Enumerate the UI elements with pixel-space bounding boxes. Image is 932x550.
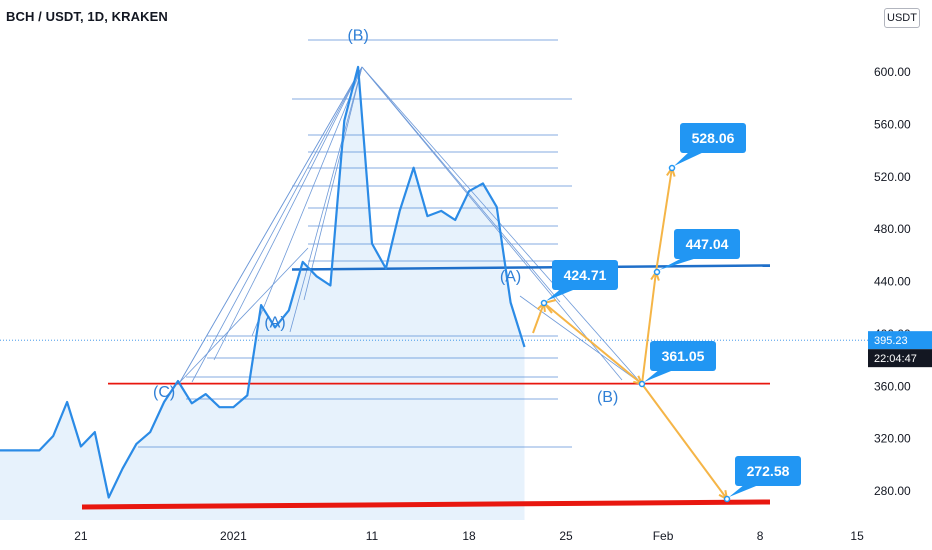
label-anchor-dot <box>668 164 676 172</box>
x-tick-label: 15 <box>850 529 864 543</box>
projection-arrow <box>655 167 673 273</box>
projection-arrow <box>532 302 545 334</box>
label-anchor-dot <box>540 299 548 307</box>
countdown-tag <box>868 349 932 368</box>
chart-title: BCH / USDT, 1D, KRAKEN <box>6 9 168 24</box>
label-box <box>650 341 716 371</box>
y-tick-label: 360.00 <box>874 379 911 393</box>
price-area-fill <box>0 66 525 520</box>
y-tick-label: 520.00 <box>874 170 911 184</box>
label-box <box>680 123 746 153</box>
fan-line <box>179 66 363 383</box>
label-value: 424.71 <box>564 267 607 283</box>
label-pointer <box>659 257 700 270</box>
countdown-value: 22:04:47 <box>874 353 917 365</box>
fan-line <box>213 66 363 361</box>
projection-arrow <box>641 383 728 500</box>
fan-line <box>361 66 641 383</box>
label-value: 361.05 <box>662 348 705 364</box>
wave-label: (C) <box>153 384 175 401</box>
wave-label: (B) <box>347 28 368 45</box>
long-term-support-line[interactable] <box>81 499 771 510</box>
y-tick-label: 280.00 <box>874 484 911 498</box>
fan-line <box>251 66 363 337</box>
price-label-272-58[interactable]: 272.58 <box>723 456 802 503</box>
resistance-line[interactable] <box>291 264 771 271</box>
price-line[interactable] <box>0 65 526 499</box>
y-tick-label: 560.00 <box>874 117 911 131</box>
x-tick-label: 11 <box>366 529 379 543</box>
projection-arrow <box>641 271 657 385</box>
y-tick-label: 480.00 <box>874 222 911 236</box>
wave-label: (B) <box>597 389 618 406</box>
label-pointer <box>546 288 578 301</box>
label-pointer <box>729 484 761 497</box>
label-box <box>735 456 801 486</box>
fan-line <box>289 66 363 333</box>
label-value: 447.04 <box>686 236 729 252</box>
x-tick-label: 21 <box>74 529 88 543</box>
price-label-528-06[interactable]: 528.06 <box>668 123 747 172</box>
wave-label: (A) <box>264 314 285 331</box>
label-pointer <box>674 151 706 166</box>
label-value: 272.58 <box>747 463 790 479</box>
last-price-value: 395.23 <box>874 335 908 347</box>
y-tick-label: 320.00 <box>874 432 911 446</box>
currency-button[interactable]: USDT <box>884 8 920 28</box>
x-tick-label: 18 <box>462 529 476 543</box>
label-value: 528.06 <box>692 130 735 146</box>
wave-label: (A) <box>500 269 521 286</box>
fan-line <box>361 66 623 381</box>
x-tick-label: 2021 <box>220 529 247 543</box>
label-box <box>674 229 740 259</box>
label-anchor-dot <box>638 380 646 388</box>
last-price-tag[interactable] <box>868 331 932 350</box>
price-label-447-04[interactable]: 447.04 <box>653 229 741 276</box>
price-label-361-05[interactable]: 361.05 <box>638 341 717 388</box>
fan-line <box>191 66 363 383</box>
x-tick-label: 25 <box>559 529 573 543</box>
x-tick-label: 8 <box>757 529 764 543</box>
x-tick-label: Feb <box>653 529 674 543</box>
label-anchor-dot <box>723 495 731 503</box>
label-anchor-dot <box>653 268 661 276</box>
y-tick-label: 440.00 <box>874 275 911 289</box>
label-box <box>552 260 618 290</box>
y-tick-label: 600.00 <box>874 65 911 79</box>
fan-line <box>179 247 309 383</box>
price-label-424-71[interactable]: 424.71 <box>540 260 619 307</box>
projection-arrow <box>543 302 643 385</box>
fan-line <box>303 66 363 301</box>
label-pointer <box>644 369 676 382</box>
